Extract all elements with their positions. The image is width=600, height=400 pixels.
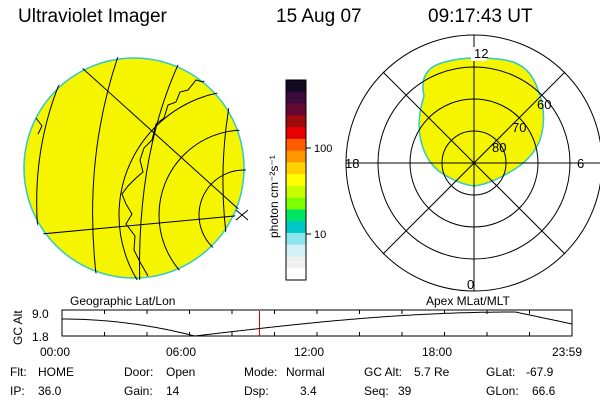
info-value-flt: HOME: [38, 365, 74, 379]
left-disk: [23, 57, 245, 279]
info-value-seq: 39: [398, 384, 412, 398]
altitude-plot: 9.0 1.8 GC Alt: [11, 307, 573, 345]
info-value-dsp: 3.4: [300, 384, 317, 398]
pole-marker: [235, 209, 249, 221]
time-tick-label: 12:00: [294, 345, 325, 359]
colorbar-tick-100: 100: [314, 143, 332, 155]
colorbar-swatch: [286, 209, 306, 222]
colorbar: 100 10 photon cm⁻²s⁻¹: [267, 79, 332, 281]
colorbar-swatch: [286, 232, 306, 246]
colorbar-swatch: [286, 150, 306, 163]
colorbar-swatch: [286, 197, 306, 211]
info-value-ip: 36.0: [38, 384, 62, 398]
info-value-mode: Normal: [286, 365, 325, 379]
meridian-line: [59, 56, 246, 216]
info-label-mode: Mode:: [244, 365, 278, 379]
colorbar-swatch: [286, 115, 306, 128]
colorbar-swatch: [286, 91, 306, 105]
right-panel-caption: Apex MLat/MLT: [426, 294, 510, 308]
meridian-line: [92, 56, 123, 280]
time-tick-label: 23:59: [552, 345, 583, 359]
colorbar-swatch: [286, 138, 306, 152]
mlt-diagonal: [382, 71, 566, 255]
left-panel-caption: Geographic Lat/Lon: [70, 294, 176, 308]
altitude-ylabel: GC Alt: [11, 310, 25, 345]
mlt-label-18: 18: [345, 156, 359, 171]
mlat-label-60: 60: [537, 97, 551, 112]
altitude-ymin: 1.8: [32, 330, 49, 344]
altitude-ymax: 9.0: [32, 307, 49, 321]
mlat-label-70: 70: [512, 120, 526, 135]
horizon-line: [22, 214, 246, 237]
info-label-dsp: Dsp:: [244, 384, 269, 398]
mlt-label-0: 0: [467, 277, 474, 292]
colorbar-unit-label: photon cm⁻²s⁻¹: [267, 155, 281, 238]
colorbar-swatch: [286, 268, 306, 281]
colorbar-swatch: [286, 80, 306, 93]
colorbar-swatch: [286, 103, 306, 116]
mlt-label-6: 6: [577, 156, 584, 171]
colorbar-swatch: [286, 221, 306, 234]
colorbar-swatch: [286, 127, 306, 140]
colorbar-frame: [285, 79, 307, 281]
time-label: 09:17:43 UT: [428, 6, 533, 27]
info-label-ip: IP:: [10, 384, 25, 398]
colorbar-swatch: [286, 256, 306, 269]
mlt-label-12: 12: [474, 46, 488, 61]
info-label-glon: GLon:: [486, 384, 519, 398]
time-tick-label: 18:00: [422, 345, 453, 359]
time-tick-label: 00:00: [40, 345, 71, 359]
time-tick-label: 06:00: [166, 345, 197, 359]
info-value-glon: 66.6: [532, 384, 556, 398]
colorbar-swatch: [286, 174, 306, 187]
colorbar-tick-10: 10: [314, 229, 326, 241]
info-label-door: Door:: [124, 365, 154, 379]
colorbar-swatch: [286, 162, 306, 175]
info-value-door: Open: [166, 365, 196, 379]
polar-plot: 12 18 6 0 60 70 80: [345, 34, 600, 292]
info-value-gain: 14: [166, 384, 180, 398]
meridian-line: [139, 56, 186, 280]
colorbar-swatch: [286, 244, 306, 258]
mlat-label-80: 80: [492, 140, 506, 155]
info-label-seq: Seq:: [364, 384, 389, 398]
date-label: 15 Aug 07: [276, 6, 362, 27]
info-value-gcalt: 5.7 Re: [414, 365, 450, 379]
info-label-flt: Flt:: [10, 365, 27, 379]
info-value-glat: -67.9: [526, 365, 554, 379]
coastline: [35, 117, 43, 135]
instrument-title: Ultraviolet Imager: [18, 6, 167, 27]
info-label-gcalt: GC Alt:: [364, 365, 403, 379]
info-label-glat: GLat:: [486, 365, 516, 379]
colorbar-swatch: [286, 185, 306, 199]
coastline: [121, 74, 211, 277]
info-label-gain: Gain:: [124, 384, 153, 398]
